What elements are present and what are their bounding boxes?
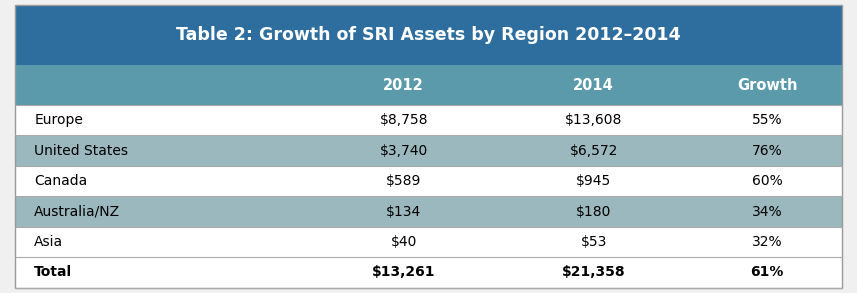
Bar	[15, 105, 313, 135]
Bar	[313, 65, 494, 105]
Bar	[15, 196, 313, 227]
Bar	[15, 135, 313, 166]
Bar	[313, 105, 494, 135]
Bar	[494, 196, 692, 227]
Text: Growth: Growth	[737, 78, 798, 93]
Bar	[494, 257, 692, 288]
Text: $13,608: $13,608	[565, 113, 622, 127]
Text: 76%: 76%	[752, 144, 782, 158]
Bar	[15, 257, 313, 288]
Bar	[15, 5, 842, 65]
Bar	[494, 166, 692, 196]
Text: 34%: 34%	[752, 205, 782, 219]
Text: 55%: 55%	[752, 113, 782, 127]
Bar	[313, 196, 494, 227]
Text: 32%: 32%	[752, 235, 782, 249]
Text: $180: $180	[576, 205, 611, 219]
Text: 2012: 2012	[383, 78, 424, 93]
Text: $21,358: $21,358	[562, 265, 626, 280]
Bar	[15, 227, 313, 257]
Bar	[692, 105, 842, 135]
Text: $53: $53	[580, 235, 607, 249]
Text: $589: $589	[386, 174, 422, 188]
Bar	[313, 257, 494, 288]
Bar	[494, 65, 692, 105]
Bar	[313, 166, 494, 196]
Text: $13,261: $13,261	[372, 265, 435, 280]
Text: Canada: Canada	[34, 174, 87, 188]
Text: $945: $945	[576, 174, 611, 188]
Bar	[692, 166, 842, 196]
Bar	[494, 105, 692, 135]
Text: Total: Total	[34, 265, 72, 280]
Text: Australia/NZ: Australia/NZ	[34, 205, 120, 219]
Text: 61%: 61%	[751, 265, 784, 280]
Text: Asia: Asia	[34, 235, 63, 249]
Bar	[692, 135, 842, 166]
Bar	[15, 65, 313, 105]
Text: 60%: 60%	[752, 174, 782, 188]
Bar	[692, 196, 842, 227]
Bar	[313, 227, 494, 257]
Bar	[692, 65, 842, 105]
Bar	[692, 257, 842, 288]
Text: $40: $40	[391, 235, 417, 249]
Text: 2014: 2014	[573, 78, 614, 93]
Text: Table 2: Growth of SRI Assets by Region 2012–2014: Table 2: Growth of SRI Assets by Region …	[177, 26, 680, 44]
Text: United States: United States	[34, 144, 129, 158]
Bar	[15, 166, 313, 196]
Text: Europe: Europe	[34, 113, 83, 127]
Bar	[494, 135, 692, 166]
Text: $6,572: $6,572	[570, 144, 618, 158]
Text: $3,740: $3,740	[380, 144, 428, 158]
Text: $8,758: $8,758	[380, 113, 428, 127]
Text: $134: $134	[387, 205, 422, 219]
Bar	[313, 135, 494, 166]
Bar	[692, 227, 842, 257]
Bar	[494, 227, 692, 257]
